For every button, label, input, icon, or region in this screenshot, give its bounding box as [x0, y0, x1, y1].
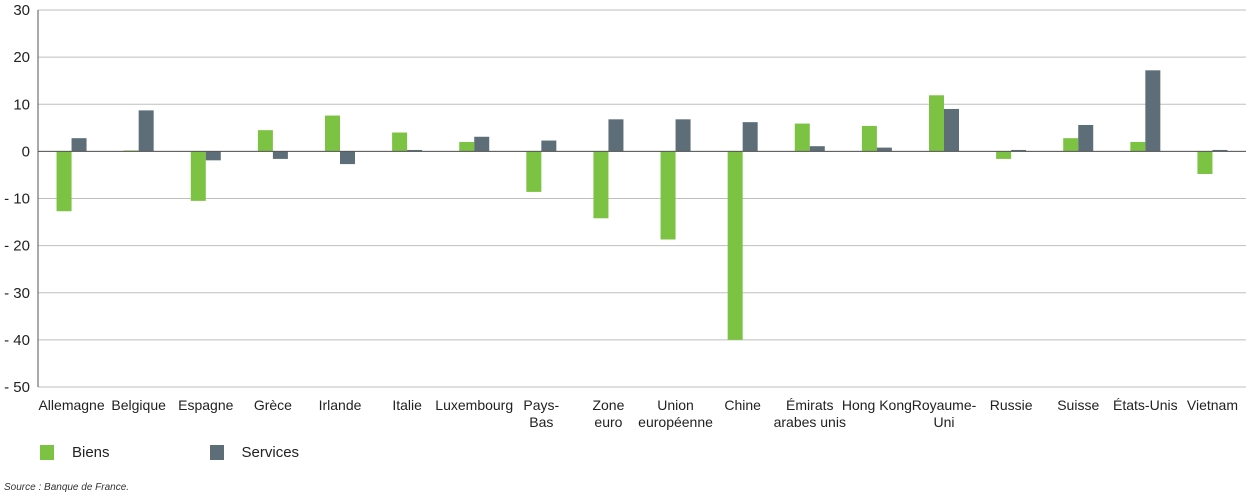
x-tick-label: Pays-Bas: [523, 397, 559, 430]
y-tick-label: - 40: [4, 332, 30, 349]
y-tick-label: - 10: [4, 191, 30, 208]
bar-biens: [593, 151, 609, 219]
bar-biens: [1197, 151, 1213, 174]
source-note: Source : Banque de France.: [4, 482, 130, 493]
bar-biens: [660, 151, 676, 240]
x-tick-label: Italie: [392, 397, 422, 413]
x-tick-label: Chine: [724, 397, 761, 413]
bar-services: [205, 151, 221, 161]
x-tick-label: Émirats arabes unis: [774, 397, 846, 430]
y-tick-label: - 30: [4, 285, 30, 302]
bar-services: [340, 151, 355, 165]
bar-biens: [996, 151, 1012, 159]
x-tick-label: Vietnam: [1187, 397, 1238, 413]
bar-services: [1145, 70, 1161, 152]
bar-services: [944, 108, 959, 152]
bar-biens: [56, 151, 72, 212]
x-tick-label: Grèce: [254, 397, 292, 413]
bar-biens: [392, 132, 408, 152]
bar-biens: [459, 141, 475, 152]
legend: Biens Services: [40, 444, 399, 461]
bar-services: [541, 140, 557, 152]
x-tick-label: Zone euro: [592, 397, 624, 430]
bar-biens: [794, 123, 810, 152]
y-tick-label: 30: [13, 2, 30, 19]
y-tick-label: 10: [13, 96, 30, 113]
bar-biens: [526, 151, 542, 192]
bar-services: [138, 110, 154, 152]
bar-biens: [929, 95, 944, 152]
y-tick-label: 0: [22, 143, 30, 160]
bar-services: [742, 122, 758, 152]
legend-swatch-biens: [40, 445, 54, 460]
x-tick-label: Russie: [990, 397, 1033, 413]
bar-biens: [727, 151, 743, 340]
bar-biens: [861, 125, 877, 152]
bar-biens: [325, 115, 340, 152]
bar-services: [608, 119, 624, 152]
bar-biens: [257, 130, 273, 152]
legend-label-biens: Biens: [72, 444, 110, 461]
x-tick-label: Suisse: [1057, 397, 1099, 413]
bar-biens: [1063, 138, 1079, 152]
bar-services: [876, 147, 892, 152]
x-tick-label: Espagne: [178, 397, 233, 413]
bar-services: [809, 146, 825, 152]
legend-item-services: Services: [209, 444, 300, 461]
bar-services: [474, 136, 490, 152]
bar-services: [407, 149, 423, 152]
x-tick-label: Union européenne: [638, 397, 713, 430]
x-tick-label: Hong Kong: [842, 397, 912, 413]
y-tick-label: - 50: [4, 379, 30, 396]
bar-services: [1212, 149, 1228, 152]
bar-services: [675, 119, 691, 152]
bar-services: [1011, 149, 1027, 152]
legend-swatch-services: [209, 445, 224, 460]
bar-services: [272, 151, 288, 159]
legend-item-biens: Biens: [40, 444, 110, 461]
x-tick-label: Irlande: [319, 397, 362, 413]
x-tick-label: Allemagne: [38, 397, 104, 413]
x-tick-label: Royaume-Uni: [912, 397, 977, 430]
y-tick-label: - 20: [4, 238, 30, 255]
x-tick-label: États-Unis: [1113, 397, 1178, 413]
y-tick-label: 20: [13, 49, 30, 66]
x-tick-label: Luxembourg: [435, 397, 513, 413]
chart-canvas: 30 20 10 0 - 10 - 20 - 30 - 40 - 50 Allemagne Belg…: [4, 2, 1246, 430]
bar-biens: [190, 151, 206, 201]
x-tick-label: Belgique: [111, 397, 166, 413]
bar-biens: [1130, 141, 1146, 152]
bar-services: [71, 138, 87, 152]
legend-label-services: Services: [241, 444, 300, 461]
bar-services: [1078, 124, 1094, 152]
